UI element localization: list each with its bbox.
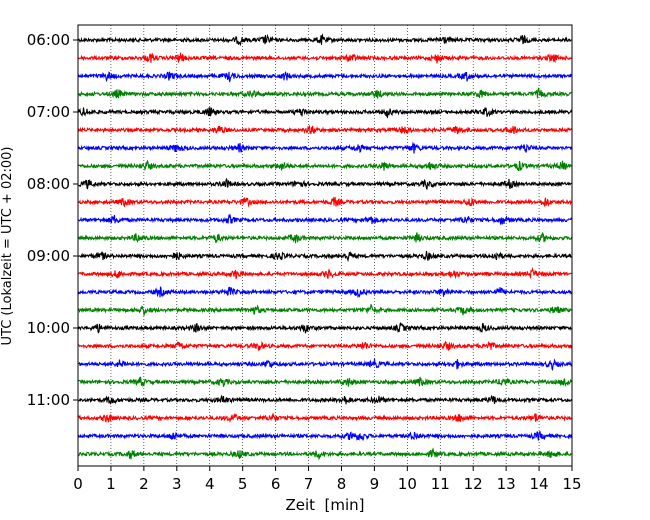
- seismic-trace: [78, 303, 572, 316]
- x-tick-label: 11: [431, 475, 450, 493]
- seismic-trace: [77, 286, 573, 299]
- x-tick-label: 2: [139, 475, 149, 493]
- x-tick-label: 10: [398, 475, 417, 493]
- x-tick-label: 8: [337, 475, 347, 493]
- seismic-trace: [77, 33, 572, 47]
- seismic-trace: [78, 87, 572, 100]
- seismic-trace: [78, 340, 573, 351]
- x-tick-label: 6: [271, 475, 281, 493]
- plot-frame: [77, 24, 573, 467]
- seismic-trace: [78, 177, 572, 190]
- seismic-trace: [77, 71, 572, 83]
- y-tick-label: 11:00: [27, 391, 70, 409]
- seismic-trace: [78, 196, 572, 208]
- x-tick-label: 1: [106, 475, 116, 493]
- seismic-trace: [78, 394, 573, 405]
- x-tick-label: 15: [562, 475, 581, 493]
- seismic-trace: [78, 52, 572, 64]
- x-tick-label: 14: [530, 475, 549, 493]
- seismic-trace: [78, 250, 572, 263]
- seismic-trace: [78, 358, 573, 371]
- x-tick-label: 9: [370, 475, 380, 493]
- x-tick-label: 12: [464, 475, 483, 493]
- y-axis: 06:00 07:00 08:00 09:00 10:00 11:00: [27, 31, 78, 409]
- seismic-trace: [77, 322, 572, 334]
- seismic-trace: [78, 159, 572, 172]
- seismic-trace: [78, 376, 573, 388]
- seismic-trace: [78, 213, 573, 226]
- x-tick-label: 5: [238, 475, 248, 493]
- seismic-trace: [78, 232, 573, 244]
- seismic-trace: [77, 412, 572, 424]
- seismic-trace: [77, 107, 573, 119]
- seismic-trace: [77, 430, 573, 442]
- seismic-trace: [78, 447, 572, 461]
- x-tick-label: 13: [497, 475, 516, 493]
- y-tick-label: 06:00: [27, 31, 70, 49]
- trace-group: [77, 33, 573, 461]
- y-tick-label: 08:00: [27, 175, 70, 193]
- x-tick-label: 4: [205, 475, 215, 493]
- y-axis-label: UTC (Lokalzeit = UTC + 02:00): [0, 147, 15, 346]
- seismic-trace: [77, 141, 573, 154]
- x-tick-label: 7: [304, 475, 314, 493]
- seismic-trace: [77, 124, 572, 135]
- x-axis-label: Zeit [min]: [285, 496, 364, 514]
- y-tick-label: 10:00: [27, 319, 70, 337]
- x-tick-label: 0: [73, 475, 83, 493]
- y-tick-label: 07:00: [27, 103, 70, 121]
- y-tick-label: 09:00: [27, 247, 70, 265]
- seismic-trace: [78, 267, 572, 280]
- x-tick-label: 3: [172, 475, 182, 493]
- x-axis: 0 1 2 3 4 5 6 7 8 9 10 11 12 13 14 15: [73, 466, 582, 493]
